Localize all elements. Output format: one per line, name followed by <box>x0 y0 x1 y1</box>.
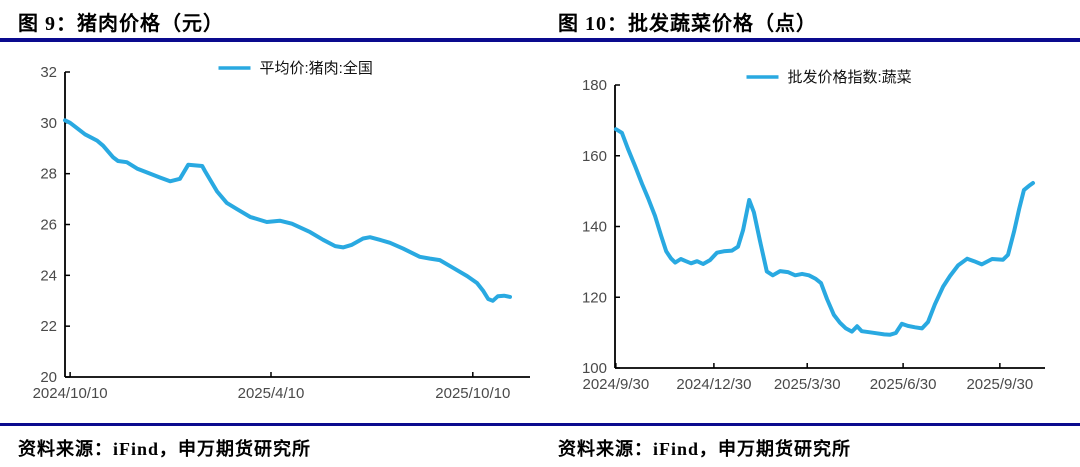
y-tick-label: 28 <box>40 166 57 183</box>
x-tick-label: 2025/4/10 <box>238 385 305 402</box>
figure9-source: 资料来源：iFind，申万期货研究所 <box>18 439 312 459</box>
y-tick-label: 100 <box>582 360 607 377</box>
x-tick-label: 2025/9/30 <box>966 376 1033 393</box>
y-tick-label: 30 <box>40 115 57 132</box>
x-tick-label: 2024/10/10 <box>33 385 108 402</box>
y-tick-label: 26 <box>40 217 57 234</box>
y-tick-label: 32 <box>40 64 57 81</box>
x-tick-label: 2025/3/30 <box>774 376 841 393</box>
y-tick-label: 160 <box>582 148 607 165</box>
y-tick-label: 20 <box>40 369 57 386</box>
legend-label: 批发价格指数:蔬菜 <box>788 69 912 86</box>
x-tick-label: 2024/9/30 <box>582 376 649 393</box>
y-tick-label: 22 <box>40 318 57 335</box>
figure9-title: 图 9：猪肉价格（元） <box>18 13 224 35</box>
figure-titles-row: 图 9：猪肉价格（元） 图 10：批发蔬菜价格（点） <box>0 0 1080 38</box>
y-tick-label: 24 <box>40 267 57 284</box>
legend-label: 平均价:猪肉:全国 <box>260 59 373 77</box>
x-tick-label: 2024/12/30 <box>676 376 751 393</box>
charts-row: 20 22 24 26 28 30 32 2024/10/10 2025/4/10 2025/10… <box>0 42 1080 423</box>
figure10-title: 图 10：批发蔬菜价格（点） <box>558 13 817 35</box>
chart-svg: 100 120 140 160 180 2024/9/30 2024/12/30 2025/3… <box>582 69 1045 393</box>
source-divider-rule <box>0 423 1080 426</box>
pork-price-chart: 20 22 24 26 28 30 32 2024/10/10 2025/4/10 2025/10… <box>0 42 540 423</box>
figure10-source: 资料来源：iFind，申万期货研究所 <box>558 439 852 459</box>
x-tick-label: 2025/6/30 <box>870 376 937 393</box>
title-underline-rule <box>0 38 1080 42</box>
y-tick-label: 180 <box>582 77 607 94</box>
y-tick-label: 120 <box>582 289 607 306</box>
price-line <box>613 127 1035 337</box>
vegetable-price-chart: 100 120 140 160 180 2024/9/30 2024/12/30 2025/3… <box>540 42 1080 423</box>
price-line <box>63 118 512 303</box>
sources-row: 资料来源：iFind，申万期货研究所 资料来源：iFind，申万期货研究所 <box>0 426 1080 467</box>
chart-svg: 20 22 24 26 28 30 32 2024/10/10 2025/4/10 2025/10… <box>33 59 530 402</box>
x-tick-label: 2025/10/10 <box>435 385 510 402</box>
y-tick-label: 140 <box>582 219 607 236</box>
